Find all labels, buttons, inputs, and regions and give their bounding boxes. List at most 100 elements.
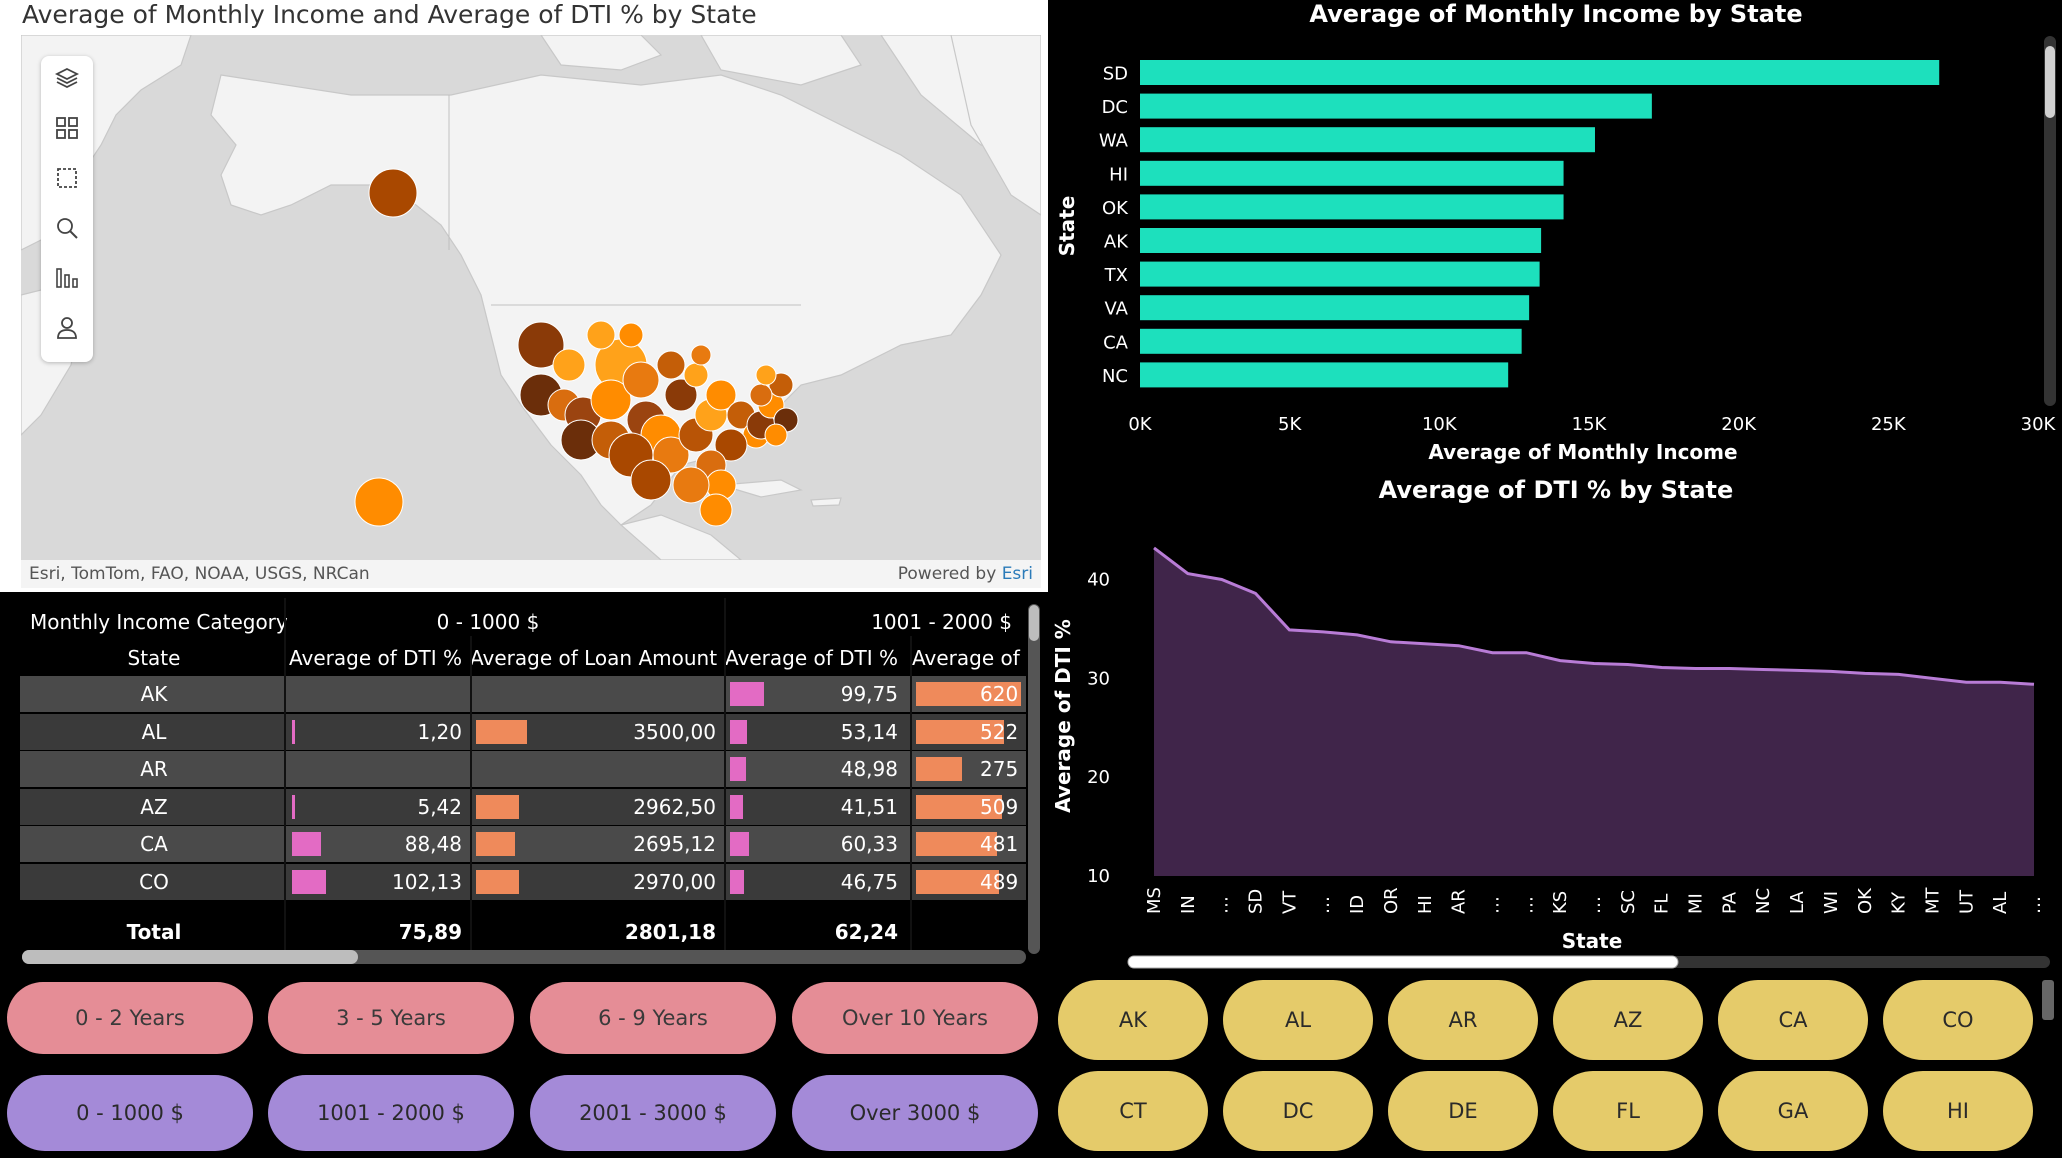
column-group-1001-2000[interactable]: 1001 - 2000 $	[871, 610, 1012, 634]
bar-tx[interactable]	[1140, 261, 1540, 287]
state-bubble[interactable]	[714, 428, 748, 462]
slicer-state-ar[interactable]: AR	[1388, 980, 1538, 1060]
state-slicer-scrollbar[interactable]	[2042, 980, 2054, 1020]
state-bubble[interactable]	[590, 379, 632, 421]
state-bubble[interactable]	[672, 466, 710, 504]
column-header-loan-2[interactable]: Average of L	[912, 646, 1026, 670]
state-bubble[interactable]	[552, 348, 586, 382]
area-category-label: …	[1482, 896, 1503, 914]
cell-loan-2: 522	[980, 719, 1019, 744]
slicer-state-az[interactable]: AZ	[1553, 980, 1703, 1060]
state-bubble[interactable]	[618, 322, 644, 348]
area-chart-scrollbar[interactable]	[1128, 956, 2050, 968]
slicer-years-over-10[interactable]: Over 10 Years	[792, 982, 1038, 1054]
layers-icon[interactable]	[41, 58, 93, 98]
loan-databar	[916, 869, 999, 894]
slicer-state-al[interactable]: AL	[1223, 980, 1373, 1060]
cell-dti-2: 99,75	[840, 682, 898, 706]
area-chart-title: Average of DTI % by State	[1379, 476, 1734, 504]
slicer-income-2001-3000[interactable]: 2001 - 3000 $	[530, 1075, 776, 1151]
cell-dti-1: 102,13	[392, 869, 462, 894]
qr-icon[interactable]	[41, 108, 93, 148]
person-icon[interactable]	[41, 308, 93, 348]
state-bubble[interactable]	[586, 320, 616, 350]
bar-ak[interactable]	[1140, 228, 1542, 253]
loan-databar	[916, 832, 998, 856]
bar-category-label: TX	[1104, 265, 1128, 286]
slicer-income-0-1000[interactable]: 0 - 1000 $	[7, 1075, 253, 1151]
slicer-years-6-9[interactable]: 6 - 9 Years	[530, 982, 776, 1054]
slicer-state-ak[interactable]: AK	[1058, 980, 1208, 1060]
map-canvas[interactable]	[21, 35, 1041, 560]
slicer-state-dc[interactable]: DC	[1223, 1071, 1373, 1151]
table-row[interactable]	[20, 676, 1026, 712]
area-category-label: OK	[1855, 887, 1876, 914]
slicer-income-over-3000[interactable]: Over 3000 $	[792, 1075, 1038, 1151]
bar-chart-scroll-thumb[interactable]	[2045, 46, 2055, 118]
cell-dti-1	[288, 676, 470, 713]
slicer-state-ct[interactable]: CT	[1058, 1071, 1208, 1151]
state-bubble[interactable]	[622, 361, 660, 399]
search-icon[interactable]	[41, 208, 93, 248]
slicer-state-co[interactable]: CO	[1883, 980, 2033, 1060]
area-y-tick: 40	[1087, 570, 1110, 591]
state-bubble[interactable]	[517, 321, 565, 369]
state-bubble[interactable]	[749, 383, 773, 407]
slicer-years-0-2[interactable]: 0 - 2 Years	[7, 982, 253, 1054]
table-vertical-scrollbar[interactable]	[1028, 604, 1040, 954]
column-header-dti-2[interactable]: Average of DTI %	[725, 646, 898, 670]
area-category-label: ID	[1347, 895, 1368, 914]
slicer-state-fl[interactable]: FL	[1553, 1071, 1703, 1151]
bar-ok[interactable]	[1140, 194, 1564, 220]
bar-ca[interactable]	[1140, 328, 1522, 354]
table-row[interactable]	[20, 863, 1026, 900]
esri-link[interactable]: Esri	[1001, 564, 1033, 584]
area-category-label: IN	[1178, 895, 1199, 914]
bar-x-tick: 0K	[1128, 414, 1152, 435]
state-bubble[interactable]	[683, 362, 709, 388]
state-bubble[interactable]	[764, 423, 788, 447]
column-header-loan-1[interactable]: Average of Loan Amount	[470, 646, 718, 670]
dti-databar	[730, 832, 750, 856]
select-rect-icon[interactable]	[41, 158, 93, 198]
bar-va[interactable]	[1140, 295, 1530, 321]
bar-dc[interactable]	[1140, 93, 1652, 119]
table-row[interactable]	[20, 751, 1026, 787]
state-bubble[interactable]	[630, 459, 672, 501]
state-bubble[interactable]	[755, 364, 777, 386]
area-chart-fill	[1154, 547, 2034, 876]
table-horizontal-scroll-thumb[interactable]	[22, 950, 358, 964]
table-row[interactable]	[20, 826, 1026, 862]
bar-chart-x-axis-title: Average of Monthly Income	[1428, 440, 1737, 464]
slicer-years-3-5[interactable]: 3 - 5 Years	[268, 982, 514, 1054]
area-category-label: …	[1516, 896, 1537, 914]
column-group-0-1000[interactable]: 0 - 1000 $	[436, 610, 540, 634]
state-bubble[interactable]	[705, 379, 737, 411]
state-bubble[interactable]	[699, 493, 733, 527]
total-dti-1: 75,89	[398, 920, 462, 944]
bar-nc[interactable]	[1140, 362, 1509, 388]
column-header-state[interactable]: State	[127, 646, 181, 670]
state-bubble[interactable]	[354, 477, 404, 527]
table-vertical-scroll-thumb[interactable]	[1029, 605, 1039, 641]
bar-chart-scrollbar[interactable]	[2044, 36, 2056, 406]
row-state-label: AR	[140, 757, 168, 781]
bar-hi[interactable]	[1140, 160, 1564, 186]
state-bubble[interactable]	[690, 344, 712, 366]
column-header-dti-1[interactable]: Average of DTI %	[289, 646, 462, 670]
row-state-label: CA	[140, 832, 168, 856]
table-row[interactable]	[20, 788, 1026, 825]
bars-icon[interactable]	[41, 258, 93, 298]
slicer-income-1001-2000[interactable]: 1001 - 2000 $	[268, 1075, 514, 1151]
area-chart-scroll-thumb[interactable]	[1127, 955, 1679, 969]
state-bubble[interactable]	[656, 350, 686, 380]
slicer-state-hi[interactable]: HI	[1883, 1071, 2033, 1151]
slicer-state-ga[interactable]: GA	[1718, 1071, 1868, 1151]
slicer-state-de[interactable]: DE	[1388, 1071, 1538, 1151]
slicer-state-ca[interactable]: CA	[1718, 980, 1868, 1060]
state-bubble[interactable]	[664, 378, 698, 412]
bar-sd[interactable]	[1140, 60, 1940, 85]
state-bubble[interactable]	[368, 168, 418, 218]
bar-wa[interactable]	[1140, 127, 1595, 153]
table-horizontal-scrollbar[interactable]	[22, 950, 1026, 964]
